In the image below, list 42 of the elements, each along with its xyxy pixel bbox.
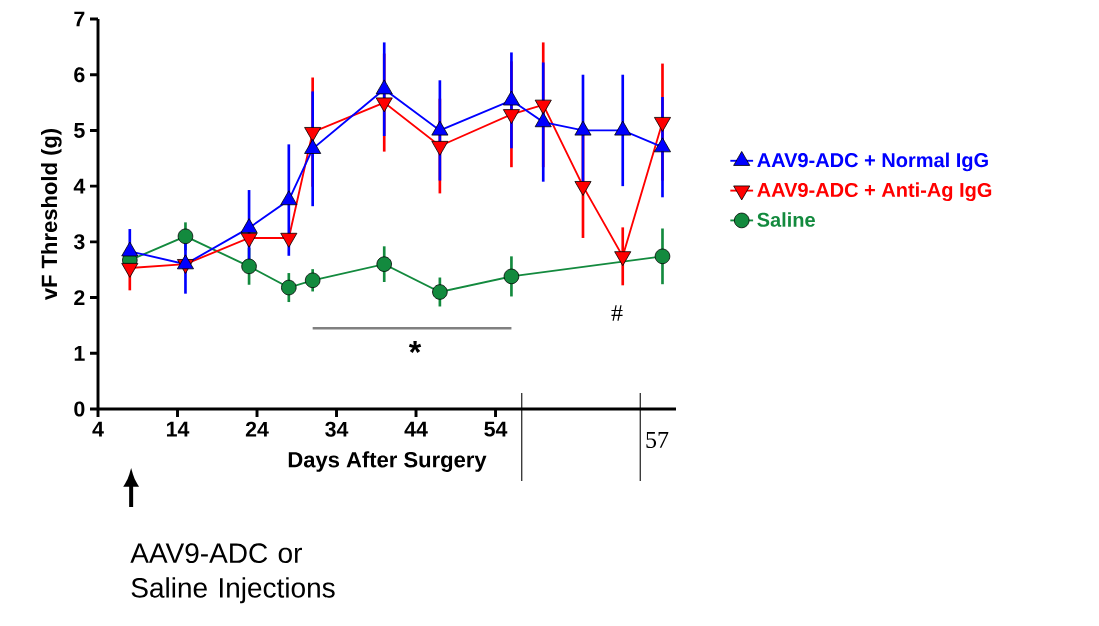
- legend-label: AAV9-ADC + Anti-Ag IgG: [757, 182, 992, 202]
- point: [177, 228, 194, 245]
- y-tick-label: 1: [74, 345, 85, 361]
- legend-label: Saline: [757, 212, 815, 227]
- point: [240, 218, 258, 233]
- point: [614, 120, 632, 136]
- y-tick-label: 6: [74, 67, 85, 83]
- point: [304, 139, 322, 154]
- annotation: #: [611, 305, 623, 321]
- legend-label: AAV9-ADC + Normal IgG: [757, 152, 988, 172]
- y-tick-label: 5: [74, 122, 85, 138]
- point: [534, 112, 552, 128]
- point: [280, 190, 298, 206]
- point: [281, 279, 297, 296]
- y-tick-label: 0: [74, 401, 85, 417]
- x-tick-label: 4: [92, 421, 104, 437]
- y-tick-label: 2: [74, 290, 85, 306]
- point: [432, 284, 448, 300]
- x-tick-label: 14: [166, 421, 190, 437]
- point: [304, 272, 321, 289]
- point: [654, 248, 671, 265]
- text: AAV9-ADC or Saline Injections: [130, 543, 335, 604]
- point: [431, 120, 449, 136]
- x-tick-label: 34: [325, 421, 349, 437]
- point: [574, 120, 592, 136]
- point: [503, 268, 520, 285]
- y-tick-label: 7: [74, 11, 85, 27]
- y-tick-label: 4: [73, 178, 86, 194]
- point: [121, 262, 139, 278]
- point: [241, 258, 257, 275]
- x-tick-label: 54: [484, 421, 508, 437]
- point: [375, 79, 393, 95]
- x-tick-label: 44: [404, 421, 428, 437]
- annotation: *: [408, 340, 422, 353]
- x-tick-label: 24: [245, 421, 269, 437]
- point: [654, 137, 671, 153]
- text: 57: [646, 432, 669, 448]
- y-tick-label: 3: [73, 234, 85, 250]
- point: [376, 256, 392, 272]
- x-axis-title: Days After Surgery: [288, 451, 487, 472]
- point: [502, 90, 520, 106]
- y-axis-title: vF Threshold (g): [41, 128, 62, 301]
